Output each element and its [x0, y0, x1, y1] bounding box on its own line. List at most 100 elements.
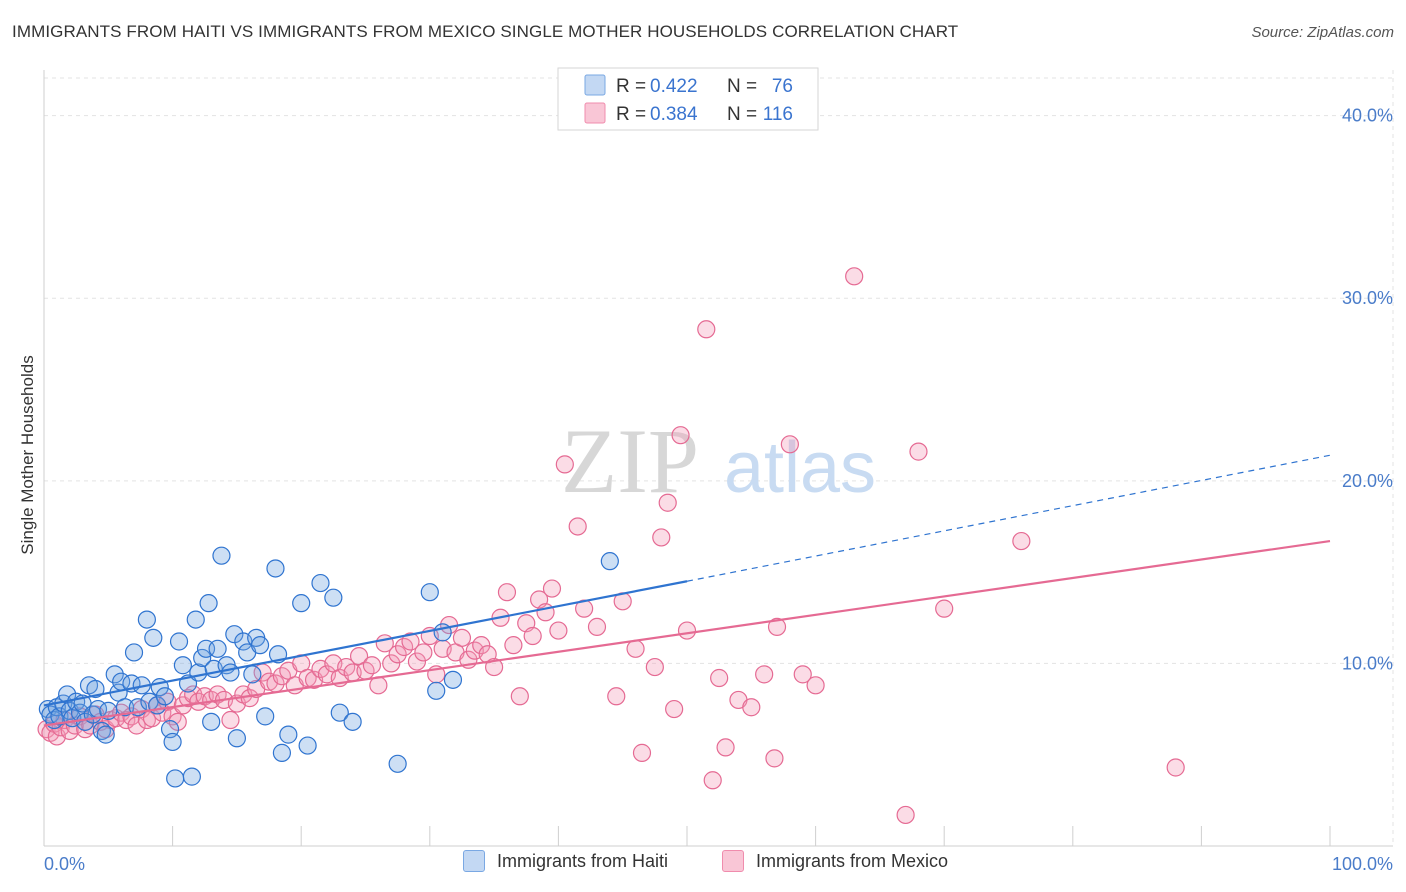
mexico-point-113 — [806, 676, 825, 695]
legend-swatch-mexico — [722, 850, 744, 872]
haiti-point-30 — [144, 628, 163, 647]
y-tick-label-3: 40.0% — [1342, 106, 1393, 126]
mexico-point-108 — [755, 665, 774, 684]
haiti-point-18 — [96, 725, 115, 744]
x-tick-label-max: 100.0% — [1332, 854, 1393, 874]
haiti-point-41 — [186, 610, 205, 629]
haiti-point-67 — [330, 703, 349, 722]
trend-lines — [43, 454, 1331, 727]
mexico-point-83 — [523, 626, 542, 646]
y-tick-label-2: 30.0% — [1342, 288, 1393, 308]
mexico-point-19 — [127, 716, 146, 735]
mexico-point-96 — [645, 657, 664, 677]
haiti-point-64 — [298, 736, 317, 755]
legend-r-value-mexico: 0.384 — [650, 104, 698, 125]
haiti-point-52 — [227, 729, 246, 748]
gridlines — [44, 70, 1394, 846]
haiti-point-45 — [199, 594, 218, 613]
mexico-point-86 — [542, 579, 562, 598]
mexico-point-98 — [658, 493, 677, 512]
legend-r-label-haiti: R = — [616, 76, 646, 97]
haiti-point-43 — [193, 648, 212, 668]
haiti-point-36 — [166, 769, 185, 788]
haiti-point-35 — [163, 732, 182, 752]
haiti-point-47 — [208, 639, 227, 658]
haiti-point-40 — [182, 767, 201, 786]
mexico-point-94 — [626, 639, 645, 658]
mexico-point-72 — [452, 628, 472, 647]
mexico-point-111 — [780, 435, 799, 454]
trend-line-mexico — [43, 539, 1331, 727]
haiti-point-69 — [388, 754, 407, 773]
legend-r-label-mexico: R = — [616, 104, 646, 125]
mexico-point-58 — [362, 656, 382, 675]
mexico-point-80 — [504, 636, 523, 655]
mexico-point-104 — [710, 668, 729, 688]
series-mexico-points — [37, 267, 1185, 825]
mexico-point-79 — [497, 583, 517, 602]
mexico-point-27 — [168, 712, 187, 731]
mexico-point-119 — [1166, 758, 1185, 777]
mexico-point-102 — [697, 320, 716, 339]
y-tick-label-0: 10.0% — [1342, 653, 1393, 673]
mexico-point-110 — [767, 617, 787, 636]
haiti-point-59 — [266, 559, 285, 578]
haiti-point-62 — [279, 725, 298, 744]
x-tick-label-min: 0.0% — [44, 854, 85, 874]
haiti-point-37 — [169, 632, 189, 651]
haiti-point-70 — [420, 583, 439, 602]
haiti-point-23 — [115, 698, 135, 717]
y-tick-label-1: 20.0% — [1342, 471, 1393, 491]
legend-swatch-mexico — [584, 102, 606, 124]
haiti-point-61 — [272, 743, 292, 762]
mexico-point-107 — [742, 698, 761, 717]
legend-item-mexico: Immigrants from Mexico — [722, 850, 948, 872]
legend-label-mexico: Immigrants from Mexico — [756, 850, 949, 871]
mexico-point-89 — [568, 517, 587, 536]
mexico-point-64 — [401, 632, 420, 651]
haiti-point-50 — [221, 663, 240, 682]
haiti-point-48 — [212, 546, 231, 565]
mexico-point-88 — [555, 455, 574, 474]
haiti-point-73 — [443, 670, 463, 689]
legend-n-label-haiti: N = — [727, 76, 757, 97]
mexico-point-95 — [632, 743, 652, 762]
mexico-point-81 — [510, 687, 529, 706]
mexico-point-116 — [909, 442, 928, 461]
mexico-point-91 — [587, 617, 607, 636]
mexico-point-66 — [414, 643, 433, 662]
legend-swatch-haiti — [584, 74, 606, 96]
mexico-point-103 — [703, 771, 722, 790]
mexico-point-117 — [935, 599, 954, 618]
haiti-point-65 — [311, 573, 330, 593]
haiti-point-55 — [243, 665, 262, 684]
zipatlas-watermark: ZIP atlas — [561, 410, 876, 512]
mexico-point-109 — [765, 749, 784, 768]
mexico-point-92 — [607, 687, 626, 706]
legend-swatch-haiti — [463, 850, 485, 872]
haiti-point-66 — [324, 588, 343, 607]
haiti-point-58 — [256, 707, 275, 726]
watermark-atlas: atlas — [724, 428, 876, 508]
mexico-point-65 — [407, 652, 427, 671]
legend-n-label-mexico: N = — [727, 104, 757, 125]
haiti-point-20 — [105, 665, 124, 684]
mexico-point-114 — [845, 267, 864, 286]
legend-r-value-haiti: 0.422 — [650, 76, 698, 97]
legend-item-haiti: Immigrants from Haiti — [463, 850, 668, 872]
mexico-point-97 — [652, 528, 671, 547]
haiti-point-68 — [343, 712, 362, 731]
mexico-point-112 — [793, 665, 812, 684]
haiti-point-38 — [173, 656, 192, 675]
legend-top: R = 0.422 N = 76 R = 0.384 N = 116 — [557, 67, 819, 131]
mexico-point-100 — [671, 426, 690, 445]
haiti-point-75 — [202, 712, 221, 731]
legend-label-haiti: Immigrants from Haiti — [497, 850, 669, 871]
mexico-point-48 — [298, 668, 317, 688]
haiti-point-33 — [155, 687, 174, 706]
mexico-point-75 — [472, 636, 491, 655]
mexico-point-77 — [485, 657, 504, 677]
haiti-point-57 — [250, 636, 270, 655]
mexico-point-101 — [677, 621, 697, 640]
